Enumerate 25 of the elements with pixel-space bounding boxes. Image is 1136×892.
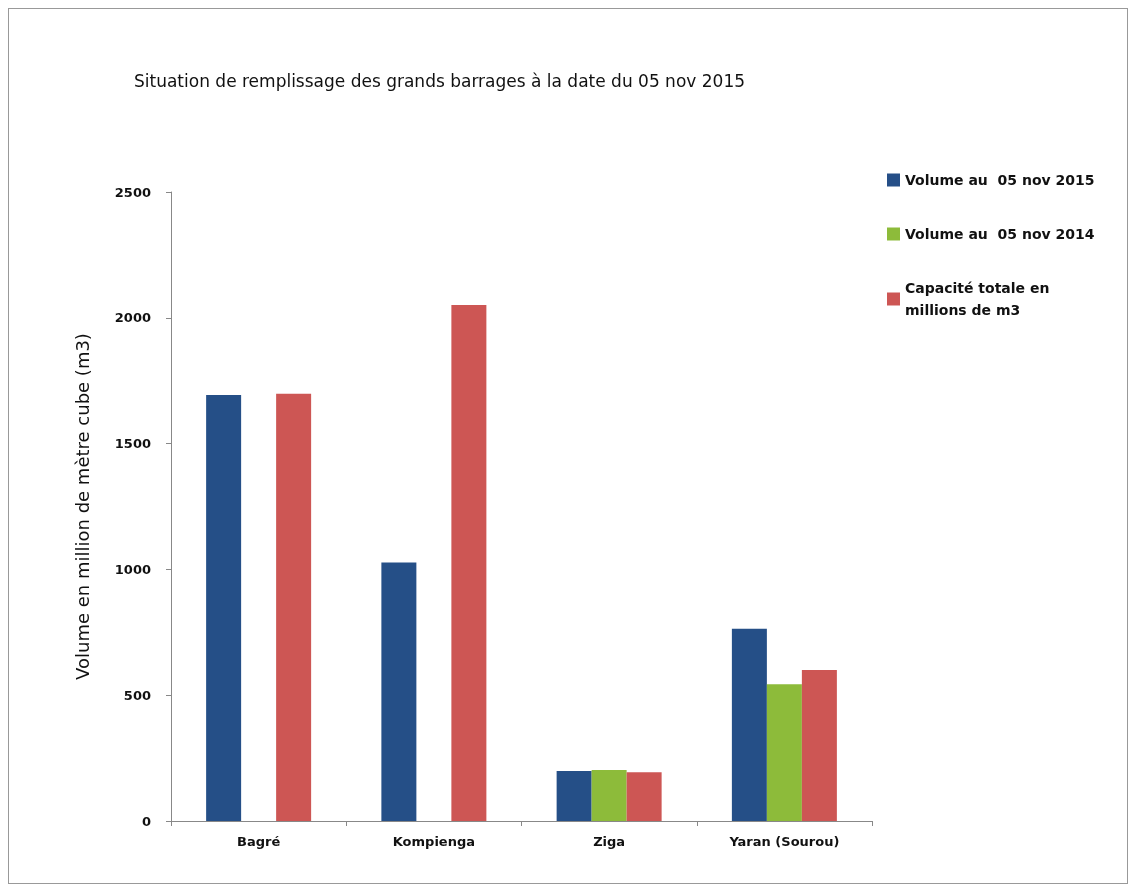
x-tick-label: Yaran (Sourou) (728, 834, 840, 849)
y-tick-label: 1500 (114, 436, 151, 452)
bar (626, 772, 662, 821)
legend-label: Volume au 05 nov 2015 (905, 172, 1095, 188)
bar (731, 628, 767, 821)
x-tick-label: Kompienga (392, 834, 475, 849)
y-tick-label: 500 (123, 687, 151, 703)
bar (556, 770, 592, 821)
legend-label: Volume au 05 nov 2014 (905, 226, 1095, 242)
legend-label: Capacité totale en millions de m3 (905, 280, 1055, 318)
bar (801, 670, 837, 821)
bar (381, 562, 417, 821)
bar (766, 684, 802, 821)
chart-title: Situation de remplissage des grands barrages à la date du 05 nov 2015 (134, 70, 746, 91)
bar (591, 769, 627, 821)
bar (276, 393, 312, 821)
y-tick-label: 1000 (114, 561, 151, 577)
x-tick-label: Ziga (593, 834, 626, 849)
y-axis-title: Volume en million de mètre cube (m3) (71, 333, 93, 680)
bar (206, 395, 242, 821)
bar (451, 304, 487, 821)
y-tick-label: 2000 (114, 310, 151, 326)
y-tick-label: 2500 (114, 184, 151, 200)
x-tick-label: Bagré (237, 834, 281, 849)
y-tick-label: 0 (141, 813, 151, 829)
